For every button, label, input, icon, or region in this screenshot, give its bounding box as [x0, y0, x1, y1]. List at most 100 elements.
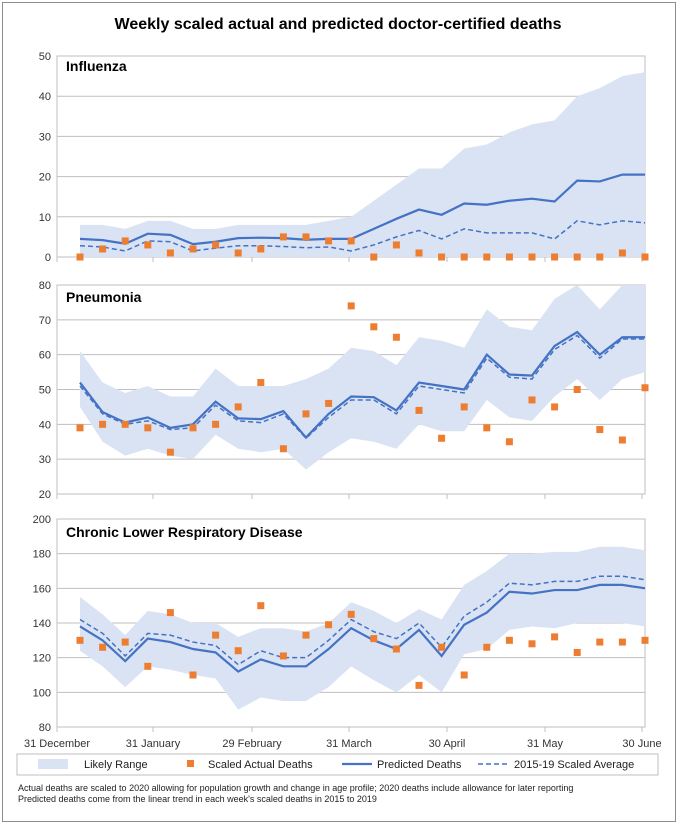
actual-point	[76, 424, 84, 432]
actual-point	[551, 633, 559, 641]
actual-point	[257, 245, 265, 253]
actual-point	[596, 638, 604, 646]
actual-point	[438, 434, 446, 442]
actual-point	[551, 403, 559, 411]
actual-point	[76, 636, 84, 644]
actual-point	[99, 420, 107, 428]
actual-point	[212, 241, 220, 249]
actual-point	[460, 671, 468, 679]
actual-point	[76, 253, 84, 261]
actual-point	[415, 681, 423, 689]
predicted-line	[79, 583, 646, 673]
chart-title: Weekly scaled actual and predicted docto…	[114, 16, 562, 33]
actual-point	[347, 610, 355, 618]
note-line-2: Predicted deaths come from the linear tr…	[18, 794, 377, 804]
legend-likely-swatch	[38, 759, 68, 769]
actual-point	[234, 647, 242, 655]
actual-point	[166, 249, 174, 257]
y-tick-label: 80	[39, 280, 51, 292]
likely-range-band	[80, 285, 645, 470]
actual-point	[257, 602, 265, 610]
actual-point	[483, 253, 491, 261]
actual-point	[505, 253, 513, 261]
y-tick-label: 160	[33, 583, 51, 595]
actual-point	[551, 253, 559, 261]
legend-average-label: 2015-19 Scaled Average	[514, 759, 634, 771]
actual-point	[618, 249, 626, 257]
y-tick-label: 20	[39, 172, 51, 184]
average-line	[79, 575, 646, 666]
actual-point	[415, 406, 423, 414]
actual-point	[596, 253, 604, 261]
panel-pneumonia: 20 30 40 50 60 70 80 Pneumonia	[39, 280, 649, 501]
panel-clrd: 80 100 120 140 160 180 200 Chronic Lower Respir…	[33, 514, 649, 734]
actual-point	[234, 249, 242, 257]
actual-point	[483, 424, 491, 432]
actual-point	[641, 253, 649, 261]
actual-point	[189, 671, 197, 679]
y-tick-label: 80	[39, 722, 51, 734]
y-tick-label: 120	[33, 653, 51, 665]
actual-point	[144, 662, 152, 670]
actual-point	[392, 645, 400, 653]
actual-point	[370, 253, 378, 261]
x-tick-label: 30 April	[429, 738, 466, 750]
actual-point	[279, 233, 287, 241]
actual-point	[505, 636, 513, 644]
actual-point	[573, 253, 581, 261]
likely-range-band	[80, 72, 645, 257]
x-tick-label: 29 February	[222, 738, 282, 750]
actual-point	[144, 424, 152, 432]
x-tick-label: 30 June	[622, 738, 661, 750]
actual-point	[370, 323, 378, 331]
actual-point	[528, 253, 536, 261]
actual-point	[438, 643, 446, 651]
actual-point	[641, 384, 649, 392]
actual-point	[189, 424, 197, 432]
panel-title: Pneumonia	[66, 289, 142, 305]
legend: Likely Range Scaled Actual Deaths Predicte…	[16, 753, 659, 776]
y-tick-label: 180	[33, 549, 51, 561]
actual-point	[302, 233, 310, 241]
y-tick-label: 30	[39, 454, 51, 466]
actual-point	[460, 403, 468, 411]
actual-point	[483, 643, 491, 651]
actual-point	[166, 448, 174, 456]
actual-point	[121, 237, 129, 245]
actual-point	[99, 245, 107, 253]
actual-point	[415, 249, 423, 257]
actual-point	[528, 640, 536, 648]
panel-influenza: 0 10 20 30 40 50 Influenza	[39, 51, 649, 264]
average-line	[79, 334, 645, 440]
actual-point	[302, 631, 310, 639]
x-tick-label: 31 December	[24, 738, 90, 750]
actual-point	[505, 438, 513, 446]
actual-point	[325, 399, 333, 407]
actual-point	[144, 241, 152, 249]
actual-point	[121, 638, 129, 646]
y-tick-label: 20	[39, 489, 51, 501]
y-tick-label: 50	[39, 385, 51, 397]
actual-point	[370, 635, 378, 643]
y-tick-label: 50	[39, 51, 51, 63]
y-tick-label: 60	[39, 350, 51, 362]
actual-point	[392, 333, 400, 341]
likely-range-band	[80, 546, 645, 710]
y-tick-label: 40	[39, 91, 51, 103]
actual-point	[347, 237, 355, 245]
actual-point	[234, 403, 242, 411]
x-tick-label: 31 May	[527, 738, 564, 750]
legend-likely-label: Likely Range	[84, 759, 148, 771]
actual-point	[596, 426, 604, 434]
actual-point	[279, 652, 287, 660]
actual-point	[573, 648, 581, 656]
predicted-line	[79, 173, 645, 246]
actual-point	[121, 420, 129, 428]
y-tick-label: 70	[39, 315, 51, 327]
panel-title: Chronic Lower Respiratory Disease	[66, 524, 303, 540]
y-tick-label: 30	[39, 131, 51, 143]
note-line-1: Actual deaths are scaled to 2020 allowin…	[18, 783, 574, 793]
actual-point	[528, 396, 536, 404]
y-tick-label: 40	[39, 419, 51, 431]
y-tick-label: 200	[33, 514, 51, 526]
